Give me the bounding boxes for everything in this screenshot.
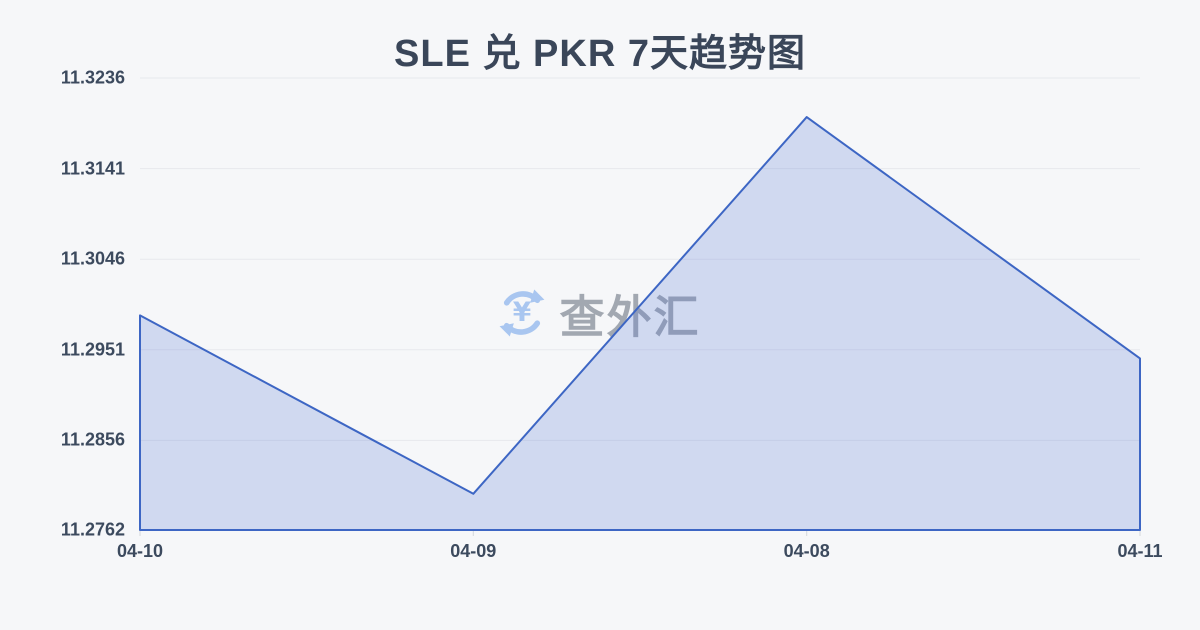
trend-area-series bbox=[139, 116, 1141, 531]
svg-text:¥: ¥ bbox=[513, 297, 532, 328]
yuan-currency-exchange-icon: ¥ bbox=[499, 289, 545, 337]
chart-title: SLE 兑 PKR 7天趋势图 bbox=[394, 33, 806, 75]
